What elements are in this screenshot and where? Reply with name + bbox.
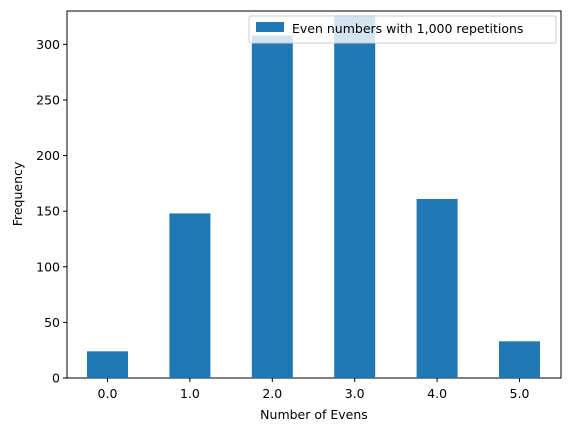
bar-5.0	[499, 341, 540, 378]
y-axis-title: Frequency	[10, 161, 25, 226]
x-tick-label: 0.0	[98, 386, 118, 401]
y-tick-label: 300	[36, 37, 60, 52]
y-tick-label: 100	[36, 259, 60, 274]
y-tick-label: 150	[36, 204, 60, 219]
bar-2.0	[251, 35, 293, 378]
bar-4.0	[416, 198, 458, 378]
y-tick-label: 250	[36, 92, 60, 107]
plot-frame	[66, 10, 562, 379]
y-tick-label: 50	[44, 315, 60, 330]
legend: Even numbers with 1,000 repetitions	[248, 15, 557, 44]
x-tick-label: 2.0	[262, 386, 282, 401]
bar-0.0	[87, 351, 128, 378]
plot-area: 0.0 1.0 2.0 3.0 4.0 5.0 0 50 100 150 200 250 300	[36, 10, 562, 401]
x-tick-label: 1.0	[180, 386, 200, 401]
legend-swatch	[256, 22, 284, 32]
x-axis-ticks: 0.0 1.0 2.0 3.0 4.0 5.0	[98, 378, 530, 401]
x-tick-label: 4.0	[427, 386, 447, 401]
bar-1.0	[169, 213, 211, 378]
y-tick-label: 0	[52, 371, 60, 386]
y-axis-ticks: 0 50 100 150 200 250 300	[36, 37, 67, 386]
bars-group	[87, 15, 540, 378]
y-tick-label: 200	[36, 148, 60, 163]
x-tick-label: 5.0	[510, 386, 530, 401]
bar-3.0	[334, 15, 376, 378]
x-axis-title: Number of Evens	[260, 407, 368, 422]
legend-label: Even numbers with 1,000 repetitions	[292, 21, 523, 36]
legend-box	[248, 15, 557, 44]
x-tick-label: 3.0	[345, 386, 365, 401]
